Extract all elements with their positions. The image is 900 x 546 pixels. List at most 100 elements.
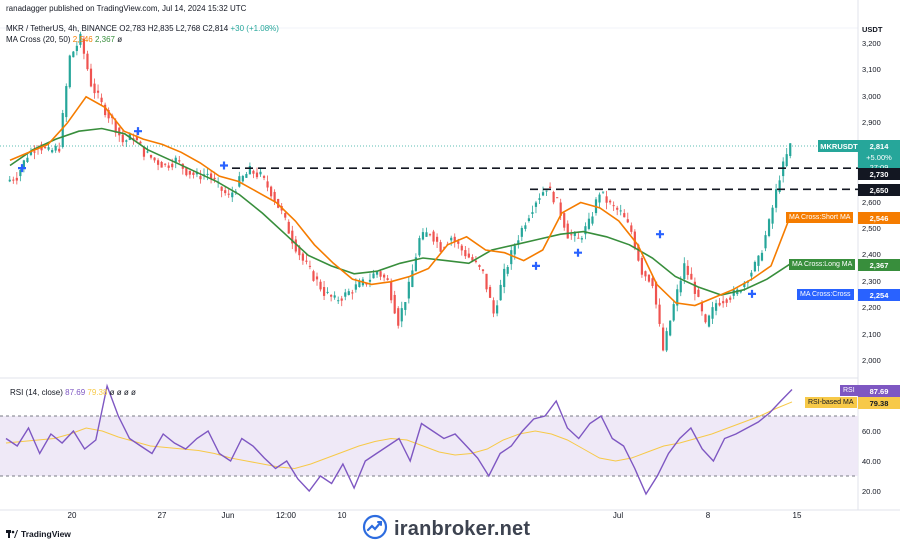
candle-body — [432, 231, 435, 242]
rsi-legend[interactable]: RSI (14, close) 87.69 79.38 ø ø ø ø — [10, 388, 136, 397]
candle-body — [697, 289, 700, 297]
open-value: O2,783 — [119, 24, 146, 33]
ma-cross-marker — [220, 161, 228, 170]
candle-body — [12, 179, 15, 181]
candle-body — [142, 147, 146, 157]
candle-body — [418, 238, 421, 256]
candle-body — [425, 232, 428, 237]
watermark: iranbroker.net — [362, 514, 530, 545]
candle-body — [43, 147, 47, 149]
ma-cross-marker — [574, 248, 582, 257]
price-tick-3200: 3,200 — [862, 39, 881, 48]
long-ma-line — [9, 127, 791, 296]
candle-body — [552, 191, 555, 203]
candle-body — [605, 196, 608, 203]
ma-cross-short-value: 2,546 — [72, 35, 93, 44]
candle-body — [414, 257, 417, 272]
rsi-tick-20: 20.00 — [862, 487, 881, 496]
candle-body — [259, 171, 262, 175]
level-2650-tag: 2,650 — [858, 184, 900, 196]
candle-body — [672, 304, 675, 321]
candle-body — [206, 173, 209, 175]
candle-body — [248, 165, 252, 175]
candle-body — [513, 245, 516, 255]
candle-body — [26, 157, 29, 162]
candle-body — [171, 163, 174, 168]
candle-body — [58, 148, 61, 152]
candle-body — [690, 273, 693, 280]
ma-cross-label: MA Cross (20, 50) — [6, 35, 71, 44]
candle-body — [492, 300, 495, 314]
x-tick-1200: 12:00 — [275, 511, 297, 520]
rsi-side-label: RSI — [840, 385, 858, 396]
tradingview-logo[interactable]: TradingView — [6, 529, 71, 539]
ma-cross-long-value: 2,367 — [94, 35, 115, 44]
candle-body — [284, 213, 287, 218]
currency-label[interactable]: USDT — [862, 25, 883, 34]
candle-body — [368, 279, 372, 282]
candle-body — [693, 281, 696, 294]
candle-body — [22, 160, 25, 170]
candle-body — [379, 271, 382, 277]
change-tag: +5.00% — [858, 151, 900, 163]
candle-body — [390, 281, 393, 301]
candle-body — [291, 230, 294, 244]
candle-body — [460, 245, 463, 251]
candle-body — [570, 234, 573, 236]
candle-body — [8, 179, 11, 182]
ma-cross-legend[interactable]: MA Cross (20, 50) 2,546 2,367 ø — [6, 35, 122, 44]
candle-body — [654, 281, 658, 305]
rsi-line — [5, 383, 793, 496]
candle-body — [139, 141, 142, 144]
candle-body — [439, 242, 442, 252]
candle-body — [245, 174, 248, 178]
candle-body — [457, 241, 460, 244]
candle-body — [308, 265, 312, 267]
candle-body — [428, 234, 432, 236]
candle-body — [679, 280, 682, 293]
candle-body — [404, 301, 407, 310]
candle-body — [188, 170, 191, 175]
candle-body — [637, 244, 640, 261]
candle-body — [164, 163, 167, 165]
candle-body — [711, 307, 714, 319]
candle-body — [167, 165, 170, 168]
candle-body — [556, 197, 559, 199]
candle-body — [269, 186, 273, 197]
candle-body — [241, 175, 244, 182]
price-tick-3100: 3,100 — [862, 65, 881, 75]
price-tick-2000: 2,000 — [862, 356, 881, 365]
candle-body — [725, 299, 728, 303]
candle-body — [315, 276, 319, 280]
candle-body — [29, 150, 33, 155]
x-tick-8: 8 — [705, 511, 711, 520]
candle-body — [96, 90, 100, 93]
high-value: H2,835 — [147, 24, 174, 33]
candle-body — [407, 281, 410, 299]
candle-body — [365, 283, 368, 285]
candle-body — [192, 172, 195, 175]
candle-body — [347, 291, 350, 295]
candle-body — [397, 308, 400, 326]
candle-body — [753, 261, 757, 272]
candle-body — [121, 134, 124, 143]
candle-body — [301, 253, 304, 261]
published-by: ranadagger published on TradingView.com,… — [6, 4, 247, 13]
candle-body — [640, 257, 644, 275]
candle-body — [714, 303, 718, 311]
symbol-title[interactable]: MKR / TetherUS, 4h, BINANCE — [6, 24, 117, 33]
candle-body — [775, 189, 778, 208]
ma-cross-marker — [18, 164, 26, 173]
candle-body — [626, 219, 629, 223]
ma-cross-extra: ø — [117, 35, 123, 44]
long-ma-side-label: MA Cross:Long MA — [789, 259, 856, 270]
candle-body — [630, 225, 633, 232]
candle-body — [47, 147, 50, 150]
rsi-band — [0, 416, 858, 476]
candle-body — [298, 246, 301, 256]
candle-body — [700, 302, 704, 312]
rsi-ma-side-label: RSI-based MA — [805, 397, 857, 408]
candle-body — [220, 186, 223, 191]
candle-body — [262, 176, 266, 178]
